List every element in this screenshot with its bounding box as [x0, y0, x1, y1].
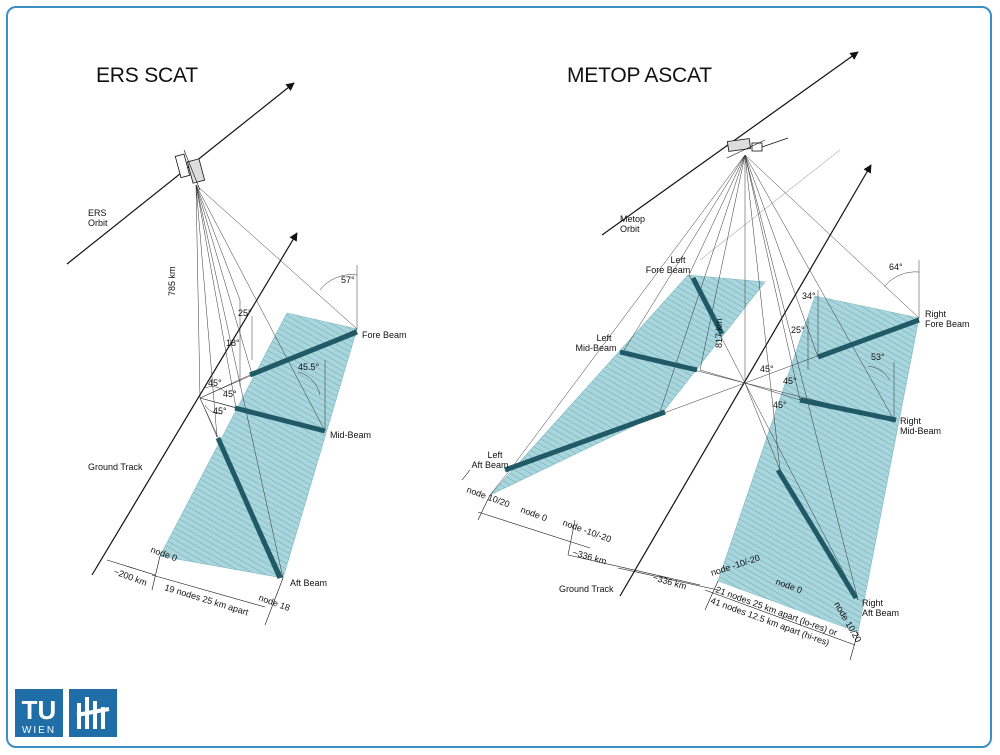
metop-orbit-label-2: Orbit [620, 224, 640, 234]
metop-left-fore-label: Left [670, 255, 686, 265]
metop-right-aft-label-2: Aft Beam [862, 608, 899, 618]
metop-offset-right: ~336 km [651, 572, 687, 591]
metop-left-mid-label-2: Mid-Beam [575, 343, 616, 353]
ers-ground-track [91, 232, 298, 576]
metop-angle-64: 64° [889, 262, 903, 272]
ers-offset-label: ~200 km [112, 566, 148, 587]
metop-left-fore-label-2: Fore Beam [646, 265, 691, 275]
ers-satellite-icon [174, 149, 206, 191]
metop-left-aft-beam [504, 409, 666, 473]
ers-diagram: ERS Orbit 785 km 57° 25° 18° 45.5° 45° 4… [66, 82, 407, 626]
metop-satellite-icon [726, 137, 789, 159]
ers-mid-beam-label: Mid-Beam [330, 430, 371, 440]
metop-angle-45-c: 45° [773, 400, 787, 410]
ers-fore-beam [249, 329, 358, 378]
metop-right-fore-label-2: Fore Beam [925, 319, 970, 329]
metop-right-aft-label: Right [862, 598, 884, 608]
ers-scat-title: ERS SCAT [96, 64, 198, 87]
metop-right-fore-beam [817, 317, 920, 360]
metop-diagram: Metop Orbit 817 km Left Fore Beam Left M… [461, 51, 970, 661]
metop-ground-track-label: Ground Track [559, 584, 614, 594]
metop-right-mid-label: Right [900, 416, 922, 426]
ers-node-18-label: node 18 [257, 592, 291, 613]
ers-angle-25: 25° [238, 308, 252, 318]
metop-ground-track [619, 164, 872, 597]
metop-angle-53: 53° [871, 352, 885, 362]
metop-right-mid-label-2: Mid-Beam [900, 426, 941, 436]
slide-frame [6, 6, 992, 748]
ers-angle-57: 57° [341, 275, 355, 285]
metop-angle-34: 34° [802, 291, 816, 301]
tu-wien-logo: TU WIEN [15, 689, 127, 741]
ers-aft-beam [215, 436, 283, 580]
metop-left-fore-beam [690, 276, 725, 336]
metop-right-swath [717, 295, 920, 633]
metop-ascat-title: METOP ASCAT [567, 64, 712, 87]
ers-swath [159, 312, 358, 579]
ers-aft-beam-label: Aft Beam [290, 578, 327, 588]
ers-mid-beam [234, 405, 326, 434]
metop-right-aft-beam [775, 468, 859, 600]
ers-angle-45-a: 45° [208, 378, 222, 388]
ers-angle-45-c: 45° [213, 406, 227, 416]
metop-right-fore-label: Right [925, 309, 947, 319]
metop-angle-45-b: 45° [783, 376, 797, 386]
metop-left-aft-label-2: Aft Beam [471, 460, 508, 470]
metop-left-aft-label: Left [487, 450, 503, 460]
ers-ground-track-label: Ground Track [88, 462, 143, 472]
ers-orbit-label: ERS [88, 208, 107, 218]
metop-orbit-label: Metop [620, 214, 645, 224]
ers-nodes-label: 19 nodes 25 km apart [163, 582, 250, 617]
ers-orbit-label-2: Orbit [88, 218, 108, 228]
metop-angle-45-a: 45° [760, 364, 774, 374]
metop-angle-25: 25° [791, 325, 805, 335]
ers-altitude-label: 785 km [167, 266, 177, 296]
metop-left-mid-label: Left [596, 333, 612, 343]
metop-node-0-left: node 0 [519, 504, 548, 523]
metop-right-mid-beam [799, 397, 897, 423]
metop-offset-left: ~336 km [571, 547, 607, 566]
metop-node-mid-left: node -10/-20 [561, 517, 612, 544]
metop-altitude-label: 817 km [714, 318, 724, 348]
ers-angle-18: 18° [226, 338, 240, 348]
ers-fore-beam-label: Fore Beam [362, 330, 407, 340]
tu-wien-logo-letters: TU [22, 695, 57, 725]
tu-wien-logo-text: WIEN [22, 725, 56, 736]
ers-angle-45-5: 45.5° [298, 362, 320, 372]
metop-left-mid-beam [619, 349, 698, 373]
ers-angle-45-b: 45° [223, 389, 237, 399]
